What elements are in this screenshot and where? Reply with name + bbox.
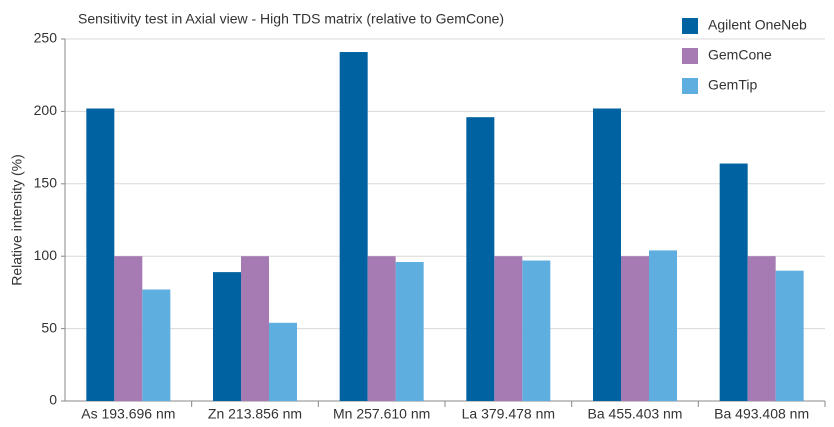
x-tick-label: As 193.696 nm <box>81 406 175 422</box>
bar <box>213 272 241 401</box>
legend-swatch <box>682 78 698 94</box>
y-tick-label: 200 <box>34 102 58 118</box>
bar <box>395 261 424 401</box>
x-tick-label: Zn 213.856 nm <box>208 406 302 422</box>
legend-swatch <box>682 18 698 34</box>
x-tick-label: Ba 493.408 nm <box>714 406 809 422</box>
x-tick-label: Mn 257.610 nm <box>333 406 430 422</box>
bar <box>649 250 677 401</box>
bar <box>339 52 368 401</box>
x-tick-label: La 379.478 nm <box>462 406 555 422</box>
bar <box>241 256 269 401</box>
y-axis-label: Relative intensity (%) <box>9 154 25 286</box>
bar <box>747 256 776 401</box>
legend-label: GemTip <box>708 77 757 93</box>
bar <box>86 108 115 401</box>
x-tick-label: Ba 455.403 nm <box>588 406 683 422</box>
y-tick-label: 50 <box>41 319 57 335</box>
legend-label: Agilent OneNeb <box>708 17 807 33</box>
bar <box>269 322 297 401</box>
bar <box>719 163 748 401</box>
bar <box>621 256 649 401</box>
legend-swatch <box>682 48 698 64</box>
chart-title: Sensitivity test in Axial view - High TD… <box>78 11 504 27</box>
y-tick-label: 0 <box>49 392 57 408</box>
bar <box>494 256 523 401</box>
bar <box>593 108 621 401</box>
legend-label: GemCone <box>708 47 772 63</box>
bar <box>466 117 495 401</box>
y-tick-label: 250 <box>34 30 58 46</box>
y-tick-label: 150 <box>34 175 58 191</box>
bar <box>142 289 171 401</box>
bar <box>775 270 804 401</box>
y-tick-label: 100 <box>34 247 58 263</box>
bar <box>367 256 396 401</box>
bar <box>114 256 143 401</box>
bar <box>522 260 551 401</box>
